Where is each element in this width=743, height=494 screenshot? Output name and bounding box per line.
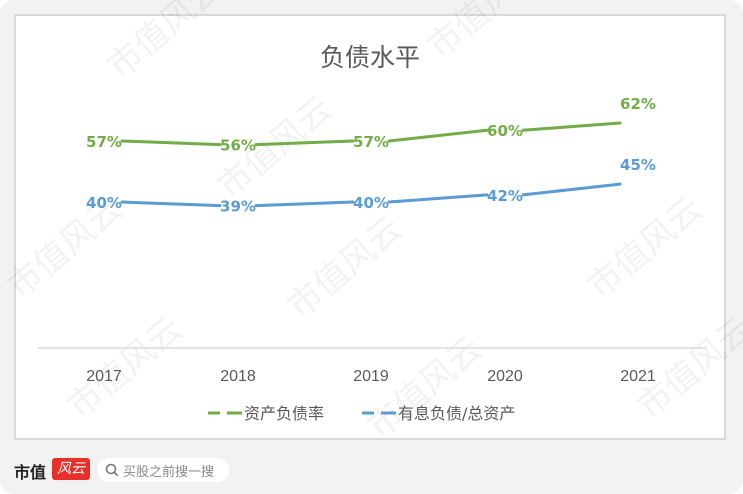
watermark-text: 市值风云 [420,0,550,67]
x-tick-label: 2020 [487,368,523,385]
data-label: 57% [86,133,122,151]
data-label: 42% [487,187,523,205]
data-label: 56% [220,137,256,155]
data-label: 45% [620,156,656,174]
series-line-segment [387,128,489,143]
series-layer: 57% 56% 57% 60% 62% 40% 39% 40% 42% 45% [86,95,656,216]
data-label: 40% [353,194,389,212]
data-label: 39% [220,198,256,216]
series-line-segment [521,121,622,132]
series-line-segment [120,139,222,147]
x-tick-label: 2019 [353,368,389,385]
search-placeholder: 买股之前搜一搜 [123,464,215,480]
watermark-text: 市值风云 [60,309,190,427]
data-label: 62% [620,95,656,113]
brand-logo-text: 市值 [14,463,47,482]
series-0: 57% 56% 57% 60% 62% [86,95,656,155]
legend-label: 资产负债率 [244,404,324,423]
series-line-segment [120,200,222,208]
series-line-segment [387,193,489,204]
series-line-segment [254,200,355,208]
search-icon [105,463,119,477]
series-line-segment [254,139,355,147]
data-label: 40% [86,194,122,212]
x-tick-label: 2017 [86,368,122,385]
watermark-text: 市值风云 [100,0,230,87]
chart-title: 负债水平 [319,43,420,72]
data-label: 57% [353,133,389,151]
legend-label: 有息负债/总资产 [398,404,515,423]
data-label: 60% [487,122,523,140]
watermark-text: 市值风云 [580,189,710,307]
watermark-text: 市值风云 [360,329,490,447]
series-line-segment [521,182,622,197]
brand-logo-badge: 风云 [52,458,90,480]
x-tick-label: 2018 [220,368,256,385]
series-1: 40% 39% 40% 42% 45% [86,156,656,216]
x-axis-labels: 2017 2018 2019 2020 2021 [86,368,656,385]
search-box[interactable]: 买股之前搜一搜 [97,458,229,482]
footer-bar: 市值 风云 买股之前搜一搜 [0,452,260,486]
watermark-text: 市值风云 [280,209,410,327]
chart-container: 负债水平 [14,14,726,440]
legend: 资产负债率 有息负债/总资产 [208,404,515,423]
x-tick-label: 2021 [620,368,656,385]
